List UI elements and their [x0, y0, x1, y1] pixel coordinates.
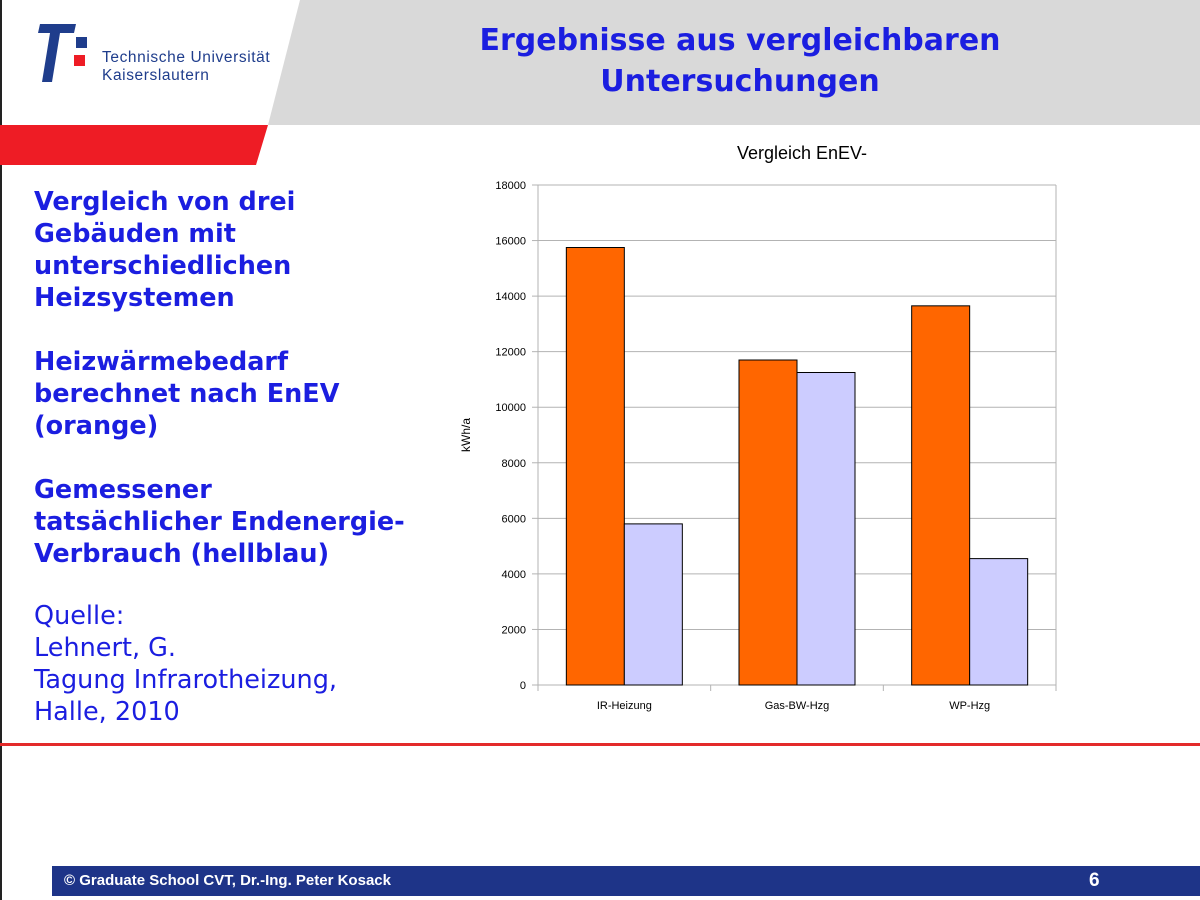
y-tick-label: 12000: [495, 347, 526, 359]
x-tick-label: WP-Hzg: [949, 700, 990, 712]
description-block-3: Gemessener tatsächlicher Endenergie- Ver…: [34, 475, 405, 569]
bar-wp-hzg-series-1: [911, 305, 971, 686]
chart-title: Vergleich EnEV-: [737, 143, 867, 163]
tu-logo-icon: [38, 24, 87, 82]
page-number: 6: [1089, 870, 1100, 891]
y-tick-label: 6000: [502, 513, 526, 525]
bar-ir-heizung-series-2: [623, 523, 683, 686]
red-accent-bar: [0, 125, 268, 165]
x-tick-label: Gas-BW-Hzg: [765, 700, 830, 712]
y-tick-label: 8000: [502, 458, 526, 470]
slide-left-border: [0, 0, 2, 900]
y-tick-label: 0: [520, 680, 526, 692]
description-block-2: Heizwärmebedarf berechnet nach EnEV (ora…: [34, 347, 340, 441]
bar-ir-heizung-series-1: [565, 247, 625, 686]
title-line-2: Untersuchungen: [600, 64, 880, 99]
title-line-1: Ergebnisse aus vergleichbaren: [479, 23, 1001, 58]
y-tick-label: 2000: [502, 624, 526, 636]
header-band: [268, 0, 1200, 125]
bar-chart: Vergleich EnEV- 0 2000 4000 6000 8000 10000 120…: [459, 143, 1057, 712]
red-divider-line: [0, 743, 1200, 746]
bar-gas-bw-hzg-series-1: [738, 359, 798, 686]
x-tick-label: IR-Heizung: [597, 700, 652, 712]
footer-bar: © Graduate School CVT, Dr.-Ing. Peter Ko…: [52, 866, 1200, 896]
logo-line-2: Kaiserslautern: [102, 67, 210, 84]
description-block-1: Vergleich von drei Gebäuden mit untersch…: [34, 187, 296, 313]
logo-line-1: Technische Universität: [102, 49, 271, 66]
y-tick-label: 16000: [495, 236, 526, 248]
y-tick-label: 14000: [495, 291, 526, 303]
bar-gas-bw-hzg-series-2: [796, 372, 856, 686]
slide-title: Ergebnisse aus vergleichbaren Untersuchu…: [440, 20, 1040, 102]
y-tick-label: 10000: [495, 402, 526, 414]
y-tick-label: 4000: [502, 569, 526, 581]
footer-copyright: © Graduate School CVT, Dr.-Ing. Peter Ko…: [64, 872, 391, 889]
source-citation: Quelle: Lehnert, G. Tagung Infrarotheizu…: [34, 601, 338, 727]
y-tick-label: 18000: [495, 180, 526, 192]
y-axis-label: kWh/a: [459, 418, 473, 452]
university-logo: Technische Universität Kaiserslautern: [36, 20, 276, 90]
bar-wp-hzg-series-2: [969, 558, 1029, 686]
